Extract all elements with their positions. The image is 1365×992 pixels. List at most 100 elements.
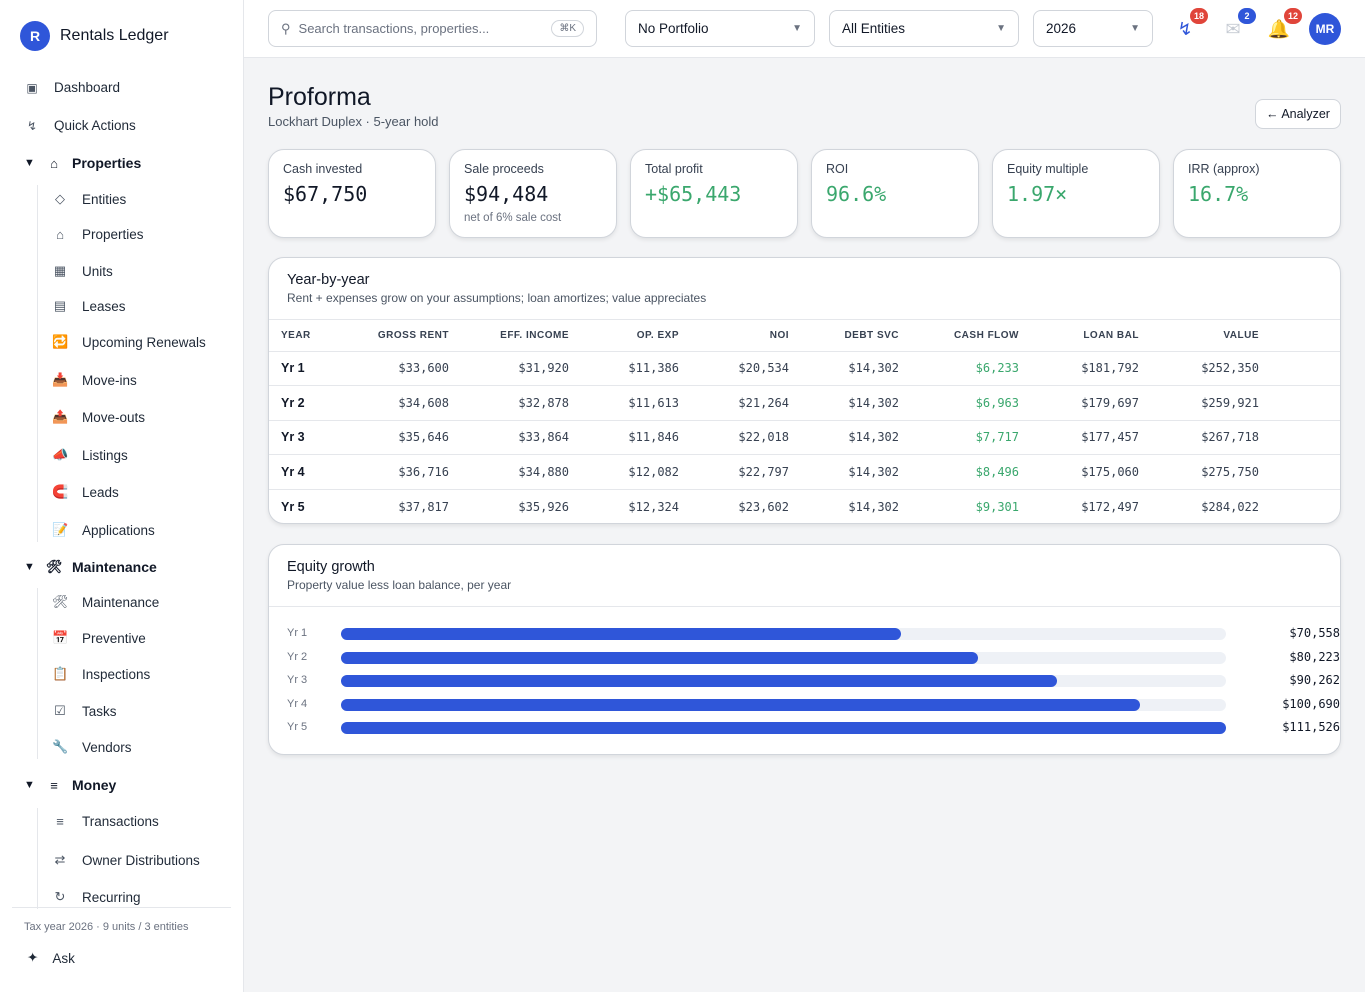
bar-label: Yr 4: [287, 697, 308, 710]
tree-line: [37, 588, 38, 759]
table-cell: $14,302: [799, 420, 909, 455]
brand-logo: R: [20, 21, 50, 51]
caret-down-icon: ▼: [24, 561, 35, 573]
kpi-card-total-profit: Total profit +$65,443: [630, 149, 798, 238]
table-cell: $22,018: [689, 420, 799, 455]
notifications-badge: 12: [1283, 8, 1302, 24]
sidebar-item-listings[interactable]: 📣 Listings: [52, 447, 128, 463]
bell-icon: 🔔: [1267, 18, 1291, 39]
table-cell: $23,602: [738, 499, 789, 514]
sidebar-item-units[interactable]: ▦ Units: [52, 263, 113, 279]
bar-track: [341, 675, 1226, 687]
quick-actions-icon: ↯: [26, 118, 38, 133]
sidebar-group-maintenance[interactable]: ▼ 🛠 Maintenance: [24, 559, 157, 575]
sidebar-item-tasks[interactable]: ☑ Tasks: [52, 703, 116, 719]
table-cell: Yr 1: [269, 351, 339, 386]
sidebar-item-entities[interactable]: ◇ Entities: [52, 191, 126, 207]
table-cell: $6,963: [909, 385, 1029, 421]
table-cell: Yr 2: [269, 385, 339, 421]
sidebar-item-label: Entities: [82, 191, 127, 207]
entities-icon: ◇: [55, 191, 65, 206]
sidebar-item-quick-actions[interactable]: ↯ Quick Actions: [24, 118, 136, 133]
sidebar-item-label: Properties: [82, 227, 144, 242]
quick-actions-button[interactable]: ↯ 18: [1172, 8, 1208, 42]
column-header-gross-rent: GROSS RENT: [339, 320, 459, 352]
search-input[interactable]: ⚲ Search transactions, properties... ⌘K: [268, 10, 597, 47]
table-cell: $6,233: [909, 351, 1029, 386]
back-to-analyzer-button[interactable]: ← Analyzer: [1255, 99, 1341, 129]
column-header-noi: NOI: [689, 320, 799, 352]
sidebar-item-inspections[interactable]: 📋 Inspections: [52, 666, 150, 682]
entity-select[interactable]: All Entities ▼: [829, 10, 1019, 47]
column-header-debt-svc: DEBT SVC: [799, 320, 909, 352]
sidebar-item-dashboard[interactable]: ▣ Dashboard: [24, 80, 120, 95]
avatar[interactable]: MR: [1309, 13, 1341, 45]
money-icon: ≡: [50, 777, 58, 793]
page-subtitle: Lockhart Duplex · 5-year hold: [268, 114, 439, 129]
portfolio-select[interactable]: No Portfolio ▼: [625, 10, 815, 47]
sidebar-item-label: Applications: [82, 522, 155, 538]
upcoming-renewals-icon: 🔁: [52, 334, 69, 349]
sidebar-item-vendors[interactable]: 🔧 Vendors: [52, 739, 132, 755]
sidebar-item-leases[interactable]: ▤ Leases: [52, 298, 126, 314]
table-cell: $33,864: [459, 420, 579, 455]
sidebar-item-label: Leases: [82, 298, 126, 314]
table-cell: Yr 3: [269, 420, 339, 455]
card-title: Equity growth: [287, 559, 375, 575]
kpi-label: Cash invested: [283, 162, 363, 176]
year-select[interactable]: 2026 ▼: [1033, 10, 1153, 47]
equity-growth-card: Equity growth Property value less loan b…: [268, 544, 1341, 755]
sidebar-item-move-ins[interactable]: 📥 Move-ins: [52, 372, 137, 388]
table-cell: $34,880: [459, 454, 579, 490]
sidebar-item-transactions[interactable]: ≡ Transactions: [52, 814, 159, 829]
table-cell: $284,022: [1201, 499, 1259, 514]
kpi-card-cash-invested: Cash invested $67,750: [268, 149, 436, 238]
sidebar-group-label: Maintenance: [72, 559, 157, 575]
sidebar-item-move-outs[interactable]: 📤 Move-outs: [52, 409, 145, 425]
equity-bar-row: Yr 2 $80,223: [287, 650, 1340, 665]
bar-track: [341, 628, 1226, 640]
sidebar-footer-text: Tax year 2026 · 9 units / 3 entities: [24, 921, 189, 933]
sidebar-group-properties[interactable]: ▼ ⌂ Properties: [24, 155, 141, 171]
topbar: ⚲ Search transactions, properties... ⌘K …: [244, 0, 1365, 58]
table-cell: $: [1269, 420, 1340, 455]
table-cell: $31,920: [459, 351, 579, 386]
dashboard-icon: ▣: [26, 80, 38, 95]
sidebar-item-label: Upcoming Renewals: [82, 334, 206, 350]
table-row: Yr 5 $37,817 $35,926 $12,324 $23,602 $14,302 $…: [269, 489, 1340, 523]
year-by-year-card: Year-by-year Rent + expenses grow on you…: [268, 257, 1341, 524]
sidebar-item-label: Dashboard: [54, 80, 121, 95]
bar-track: [341, 698, 1226, 711]
search-shortcut: ⌘K: [551, 20, 584, 37]
card-header: Equity growth Property value less loan b…: [269, 545, 1340, 607]
messages-button[interactable]: ✉ 2: [1220, 8, 1256, 42]
sidebar-item-label: Transactions: [82, 814, 159, 829]
table-cell: $177,457: [1029, 420, 1149, 455]
sidebar-item-applications[interactable]: 📝 Applications: [52, 522, 155, 538]
table-cell: $37,817: [398, 499, 449, 514]
sidebar-item-maintenance[interactable]: 🛠 Maintenance: [52, 594, 159, 610]
bar-value: $90,262: [1289, 673, 1340, 687]
sidebar-item-owner-distributions[interactable]: ⇄ Owner Distributions: [52, 852, 200, 868]
table-cell: $11,386: [579, 351, 689, 386]
ask-button[interactable]: ✦ Ask: [27, 950, 75, 966]
sidebar-item-leads[interactable]: 🧲 Leads: [52, 484, 119, 500]
sidebar-item-preventive[interactable]: 📅 Preventive: [52, 630, 146, 646]
sidebar-item-label: Owner Distributions: [82, 852, 200, 868]
notifications-button[interactable]: 🔔 12: [1266, 8, 1302, 42]
sidebar-item-recurring[interactable]: ↻ Recurring: [52, 889, 141, 905]
move-outs-icon: 📤: [52, 409, 69, 424]
applications-icon: 📝: [52, 522, 69, 537]
sidebar-group-label: Money: [72, 777, 117, 793]
sidebar-item-properties[interactable]: ⌂ Properties: [52, 227, 144, 242]
sidebar-group-money[interactable]: ▼ ≡ Money: [24, 777, 116, 793]
kpi-label: Total profit: [645, 162, 703, 176]
equity-bar: [341, 628, 901, 640]
table-cell: $11,613: [579, 385, 689, 421]
equity-bar: [341, 675, 1058, 687]
sidebar-item-upcoming-renewals[interactable]: 🔁 Upcoming Renewals: [52, 334, 206, 350]
owner-distributions-icon: ⇄: [54, 852, 66, 867]
column-header-extra: [1269, 320, 1340, 352]
brand[interactable]: R Rentals Ledger: [20, 21, 169, 51]
table-cell: $14,302: [848, 499, 899, 514]
